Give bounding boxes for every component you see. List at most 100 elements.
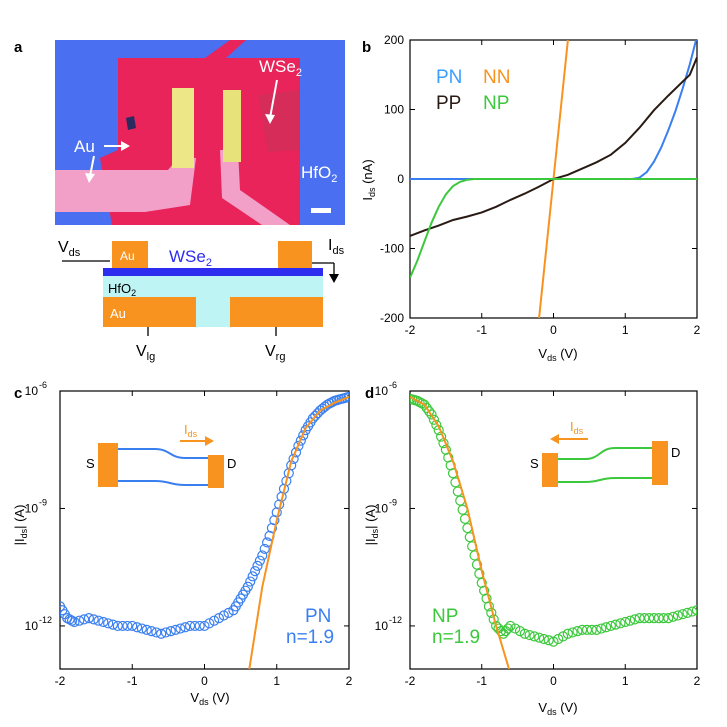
data-point: [175, 623, 186, 634]
schematic-vrg: Vrg: [265, 343, 285, 363]
data-point: [428, 414, 440, 425]
data-point: [254, 555, 265, 566]
data-point: [474, 568, 485, 579]
data-point: [596, 623, 607, 634]
data-point: [562, 628, 573, 639]
inset-c-d: D: [227, 456, 236, 471]
data-point: [160, 627, 172, 638]
data-point: [663, 612, 674, 624]
inset-d-source: [542, 453, 558, 487]
schematic-au-top-right: [278, 241, 312, 268]
panel-label-a: a: [14, 39, 23, 56]
data-point: [426, 409, 437, 420]
data-point: [259, 543, 270, 555]
data-point: [567, 627, 578, 638]
data-point: [78, 614, 90, 625]
legend-pn: PN: [436, 67, 462, 88]
y-tick-exponent: -9: [39, 497, 47, 507]
micro-au-label: Au: [74, 137, 95, 156]
data-point: [194, 620, 205, 632]
data-point: [424, 406, 435, 417]
inset-d-d: D: [671, 445, 680, 460]
data-point: [667, 611, 679, 622]
annotation-d-mode: NP: [432, 606, 458, 627]
data-point: [98, 616, 109, 628]
data-point: [502, 623, 514, 634]
data-point: [553, 633, 564, 645]
data-point: [471, 559, 483, 570]
data-point: [505, 620, 516, 632]
y-tick-exponent: -12: [389, 615, 402, 625]
data-point: [298, 430, 309, 441]
data-point: [156, 628, 167, 639]
data-point: [103, 618, 114, 629]
annotation-c-n: n=1.9: [286, 627, 334, 648]
data-point: [141, 624, 152, 635]
data-point: [548, 636, 559, 647]
schematic-hfo2-label: HfO2: [108, 281, 136, 298]
data-point: [269, 515, 280, 526]
data-point: [519, 628, 530, 639]
ylabel-b: Ids (nA): [360, 159, 377, 200]
x-tick-label: 1: [622, 323, 629, 337]
au-electrode-right: [223, 90, 241, 162]
data-point: [476, 577, 487, 588]
data-point: [252, 560, 263, 571]
inset-c-s: S: [86, 456, 95, 471]
schematic-ids: Ids: [328, 237, 345, 257]
data-point: [481, 593, 492, 604]
data-point: [93, 615, 104, 626]
data-point: [136, 623, 147, 634]
ylabel-d: |Ids| (A): [363, 505, 380, 546]
panel-label-d: d: [365, 385, 374, 402]
data-point: [180, 622, 191, 633]
data-point: [514, 626, 526, 637]
data-point: [524, 629, 535, 641]
y-tick-exponent: -12: [39, 615, 52, 625]
legend-b: PN NN PP NP: [436, 67, 510, 114]
legend-nn: NN: [483, 67, 510, 88]
data-point: [209, 615, 220, 626]
y-tick-label: 10: [25, 384, 39, 398]
device-schematic: Vds Au WSe2 Ids HfO2 Au Vlg Vrg: [58, 237, 345, 363]
data-point: [112, 620, 123, 632]
y-tick-label: 100: [384, 103, 404, 117]
data-point: [620, 616, 631, 628]
data-point: [170, 624, 181, 635]
x-tick-label: -2: [405, 323, 416, 337]
schematic-hfo2-layer: [103, 276, 323, 297]
data-point: [431, 419, 442, 431]
data-point: [557, 631, 569, 642]
data-point: [245, 576, 256, 587]
x-tick-label: -1: [127, 674, 138, 688]
x-tick-label: -2: [405, 674, 416, 688]
inset-c: S D Ids: [86, 422, 236, 488]
data-point: [610, 619, 621, 630]
defect-spot: [126, 116, 136, 130]
data-point: [117, 620, 128, 632]
data-point: [293, 440, 304, 451]
xlabel-d: Vds (V): [538, 700, 577, 717]
data-point: [677, 609, 688, 620]
data-point: [223, 607, 234, 618]
y-tick-label: 10: [375, 501, 389, 515]
x-tick-label: -2: [55, 674, 66, 688]
inset-c-band-bottom: [118, 480, 208, 486]
y-tick-exponent: -6: [39, 380, 47, 390]
schematic-vds: Vds: [58, 239, 81, 259]
data-point: [457, 504, 468, 515]
data-point: [83, 612, 95, 624]
y-tick-label: 10: [375, 384, 389, 398]
data-point: [266, 522, 278, 534]
data-point: [534, 632, 545, 643]
data-point: [66, 615, 78, 626]
data-point: [295, 435, 306, 446]
data-point: [131, 622, 143, 633]
legend-pp: PP: [436, 93, 461, 114]
data-point: [624, 615, 636, 626]
data-point: [414, 396, 425, 408]
panel-label-c: c: [14, 385, 22, 402]
